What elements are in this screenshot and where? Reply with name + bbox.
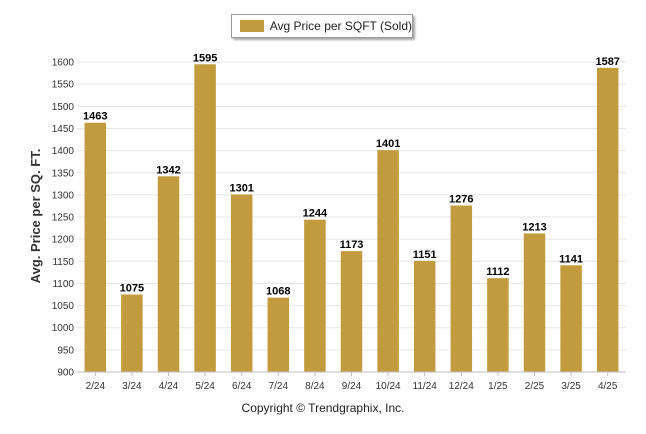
x-tick-label: 9/24 (342, 381, 362, 392)
bars (84, 64, 619, 372)
bar-value-label: 1244 (303, 208, 328, 220)
bar (84, 122, 107, 372)
bar-value-label: 1151 (413, 249, 437, 261)
bar (121, 294, 143, 372)
bar (267, 297, 290, 372)
y-tick-label: 1100 (52, 279, 74, 290)
bar-value-label: 1342 (156, 164, 180, 176)
bar-value-label: 1213 (522, 221, 546, 233)
y-axis-ticks: 900 950 1000 1050 1100 1150 1200 1250 1300 1350 14… (52, 58, 75, 379)
x-tick-label: 4/24 (159, 381, 179, 392)
x-tick-label: 6/24 (232, 381, 252, 392)
y-tick-label: 1300 (52, 190, 75, 201)
legend-swatch (240, 20, 264, 32)
y-tick-label: 1050 (52, 301, 75, 312)
bar (304, 219, 326, 372)
bar-value-label: 1112 (486, 266, 509, 278)
bar (413, 260, 436, 372)
bar-value-label: 1401 (376, 138, 400, 150)
x-tick-label: 3/24 (122, 381, 142, 392)
y-tick-label: 1550 (52, 80, 75, 91)
y-tick-label: 1350 (52, 168, 75, 179)
x-tick-label: 5/24 (195, 381, 215, 392)
bar (194, 64, 216, 372)
bar-value-label: 1276 (449, 194, 473, 206)
x-axis-ticks: 2/24 3/24 4/24 5/24 6/24 7/24 8/24 9/24 10/24 11/… (86, 372, 618, 392)
y-tick-label: 1250 (52, 213, 75, 224)
y-tick-label: 1000 (52, 323, 75, 334)
x-tick-label: 4/25 (598, 381, 618, 392)
bar-value-label: 1587 (595, 56, 619, 68)
bar-value-label: 1173 (340, 239, 364, 251)
legend: Avg Price per SQFT (Sold) (231, 14, 413, 38)
y-axis-title: Avg. Price per SQ. FT. (28, 149, 43, 284)
legend-label: Avg Price per SQFT (Sold) (269, 19, 412, 33)
bar-value-label: 1301 (229, 182, 253, 194)
bar (230, 194, 253, 372)
bar (340, 251, 363, 372)
x-tick-label: 11/24 (413, 381, 438, 392)
bar (560, 265, 582, 372)
x-tick-label: 2/25 (525, 381, 545, 392)
x-tick-label: 10/24 (376, 381, 401, 392)
bar (523, 233, 546, 372)
bar-data-labels: 1463 1075 1342 1595 1301 1068 1244 1173 1401 1151… (83, 52, 620, 297)
bar-value-label: 1595 (193, 52, 217, 64)
x-tick-label: 7/24 (269, 381, 289, 392)
y-tick-label: 1200 (52, 235, 75, 246)
y-tick-label: 1400 (52, 146, 75, 157)
bar-value-label: 1075 (120, 283, 144, 295)
y-tick-label: 1150 (52, 257, 74, 268)
x-tick-label: 2/24 (86, 381, 106, 392)
bar (157, 176, 180, 372)
bar (596, 67, 619, 372)
x-tick-label: 8/24 (305, 381, 325, 392)
bar-value-label: 1463 (83, 111, 107, 123)
bar (377, 150, 399, 372)
y-tick-label: 1450 (52, 124, 75, 135)
y-tick-label: 950 (57, 345, 74, 356)
bar-value-label: 1068 (266, 286, 290, 298)
bar (450, 205, 473, 372)
x-tick-label: 1/25 (488, 381, 508, 392)
y-tick-label: 900 (57, 368, 74, 379)
y-tick-label: 1500 (52, 102, 75, 113)
bar-value-label: 1141 (559, 253, 583, 265)
x-tick-label: 12/24 (449, 381, 474, 392)
bar (487, 278, 509, 372)
x-tick-label: 3/25 (561, 381, 581, 392)
y-tick-label: 1600 (52, 58, 75, 69)
copyright-footer: Copyright © Trendgraphix, Inc. (241, 401, 405, 415)
